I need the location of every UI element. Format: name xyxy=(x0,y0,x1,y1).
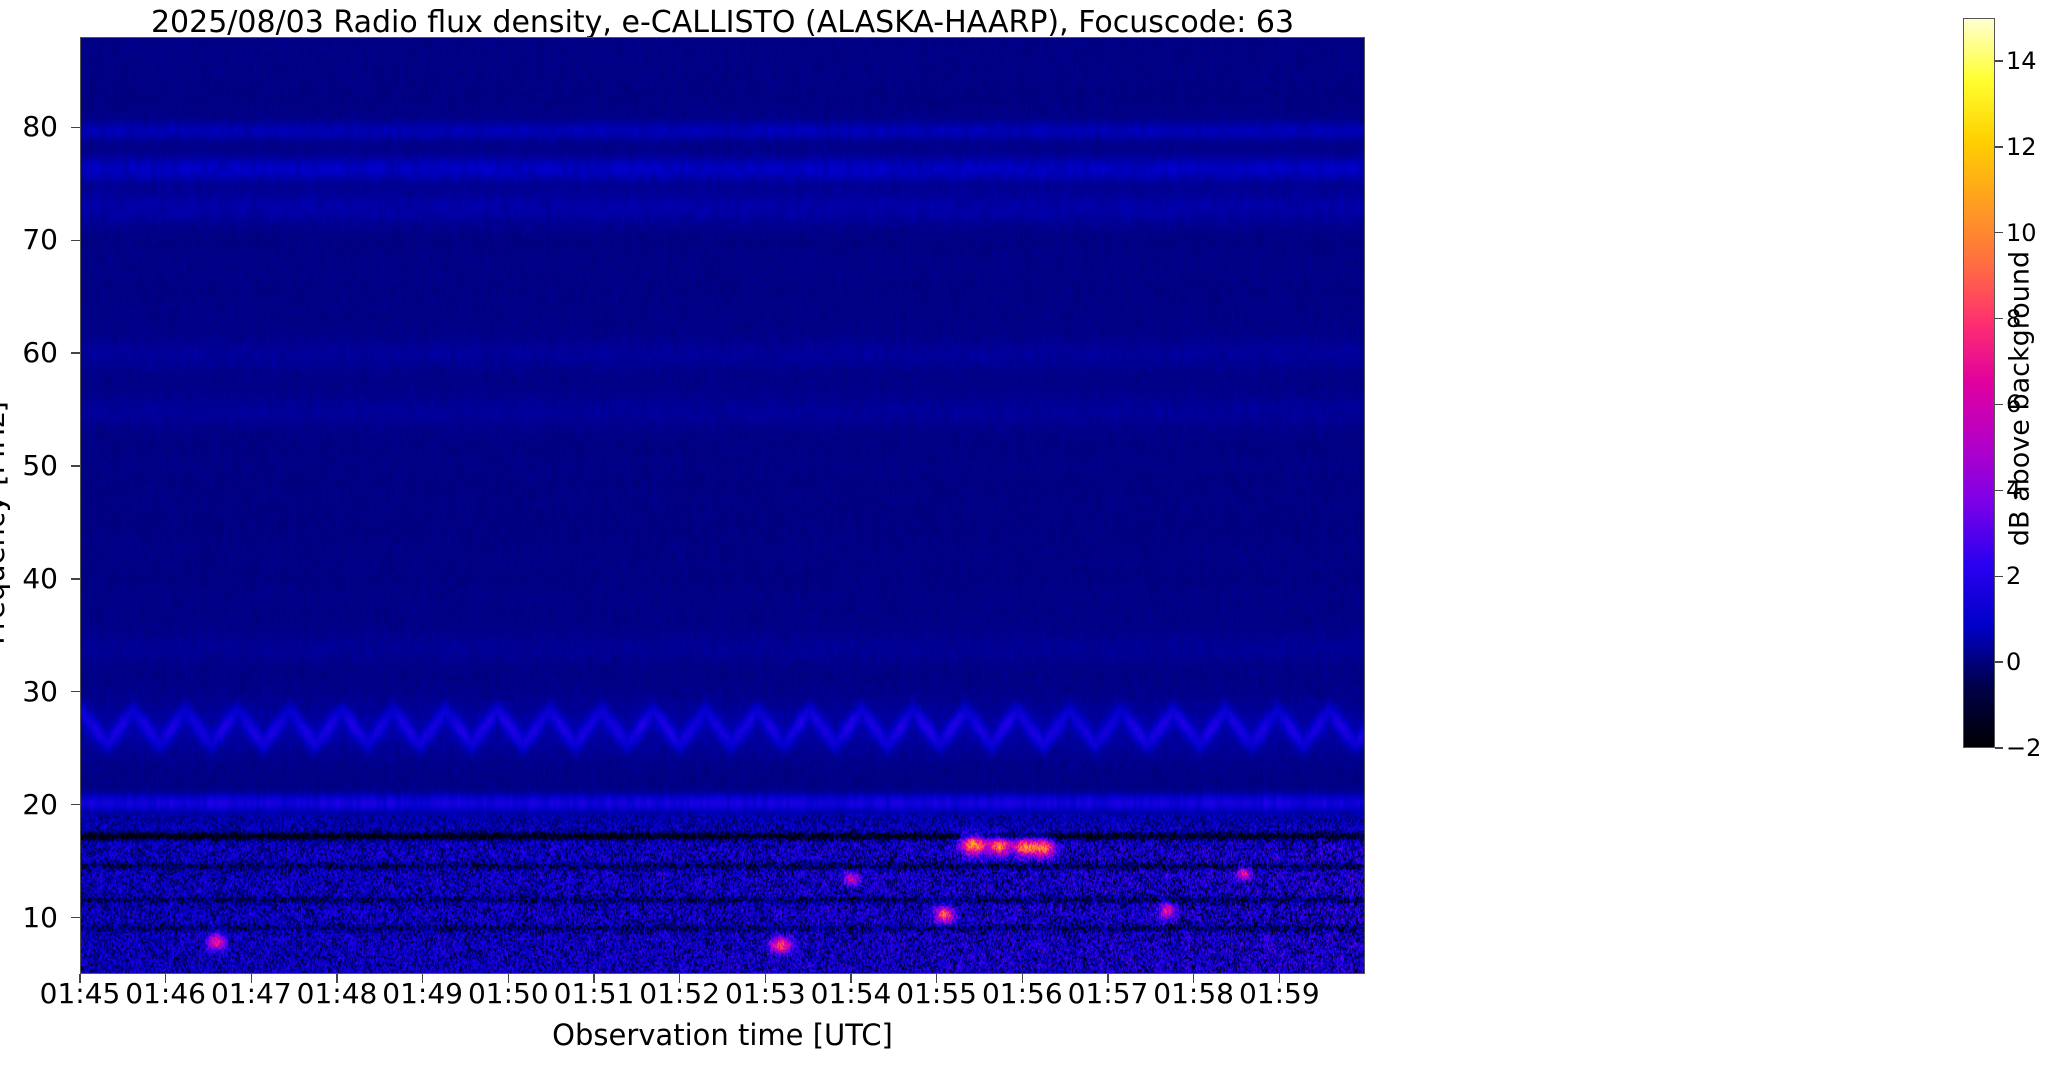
colorbar-label: dB above background xyxy=(2004,250,2036,547)
x-tick-label: 01:53 xyxy=(724,977,806,1010)
spectrogram-axes[interactable] xyxy=(80,37,1365,974)
colorbar-axes[interactable] xyxy=(1963,18,1995,748)
x-tick-label: 01:50 xyxy=(467,977,549,1010)
x-tick-label: 01:52 xyxy=(639,977,720,1010)
x-tick-label: 01:56 xyxy=(981,977,1063,1010)
x-tick-mark xyxy=(593,974,595,983)
y-tick-label: 20 xyxy=(22,787,58,821)
y-tick-mark xyxy=(71,239,80,241)
colorbar-tick-label: −2 xyxy=(2006,734,2042,762)
y-tick-label: 50 xyxy=(22,448,58,482)
colorbar-tick-mark xyxy=(1995,317,2003,320)
colorbar-tick-label: 6 xyxy=(2006,390,2022,419)
x-tick-mark xyxy=(1192,974,1195,983)
y-tick-label: 60 xyxy=(22,336,58,370)
page-title: 2025/08/03 Radio flux density, e-CALLIST… xyxy=(150,5,1295,40)
x-tick-mark xyxy=(1021,974,1024,983)
x-tick-mark xyxy=(764,974,767,983)
colorbar-tick-label: 2 xyxy=(2006,562,2022,591)
x-tick-label: 01:51 xyxy=(553,977,635,1010)
x-tick-label: 01:59 xyxy=(1238,977,1320,1010)
y-tick-mark xyxy=(71,916,80,919)
x-axis-label: Observation time [UTC] xyxy=(552,1018,893,1052)
colorbar-tick-mark xyxy=(1995,403,2003,406)
y-tick-label: 10 xyxy=(22,900,58,934)
colorbar-tick-label: 0 xyxy=(2006,648,2022,677)
x-tick-label: 01:46 xyxy=(125,977,206,1010)
x-tick-mark xyxy=(250,974,253,983)
y-tick-label: 30 xyxy=(22,674,58,708)
colorbar-tick-mark xyxy=(1995,661,2003,663)
x-tick-label: 01:58 xyxy=(1153,977,1234,1010)
x-tick-label: 01:45 xyxy=(39,977,121,1010)
x-tick-mark xyxy=(935,974,938,983)
x-tick-mark xyxy=(1278,974,1281,983)
x-tick-mark xyxy=(79,974,81,983)
x-tick-label: 01:49 xyxy=(382,977,463,1010)
colorbar-tick-mark xyxy=(1995,747,2003,749)
x-tick-mark xyxy=(850,974,852,983)
colorbar-tick-mark xyxy=(1995,575,2003,577)
colorbar-tick-label: 4 xyxy=(2006,476,2022,505)
y-tick-mark xyxy=(71,803,80,806)
y-tick-label: 70 xyxy=(22,223,58,257)
x-tick-label: 01:57 xyxy=(1067,977,1149,1010)
x-tick-mark xyxy=(421,974,424,983)
y-tick-label: 80 xyxy=(22,110,58,144)
colorbar-tick-mark xyxy=(1995,232,2003,234)
colorbar-tick-label: 12 xyxy=(2006,132,2037,161)
colorbar-tick-mark xyxy=(1995,60,2003,62)
x-tick-label: 01:48 xyxy=(296,977,378,1010)
x-tick-mark xyxy=(507,974,510,983)
colorbar-tick-label: 14 xyxy=(2006,46,2037,75)
colorbar-tick-label: 8 xyxy=(2006,304,2022,333)
x-tick-mark xyxy=(336,974,338,983)
y-tick-mark xyxy=(71,465,80,467)
y-tick-mark xyxy=(71,352,80,354)
y-tick-mark xyxy=(71,691,80,693)
x-tick-label: 01:54 xyxy=(810,977,892,1010)
x-tick-label: 01:47 xyxy=(210,977,292,1010)
x-tick-label: 01:55 xyxy=(896,977,977,1010)
y-tick-label: 40 xyxy=(22,561,58,595)
colorbar-tick-mark xyxy=(1995,146,2003,148)
y-tick-mark xyxy=(71,126,80,128)
colorbar-tick-label: 10 xyxy=(2006,218,2037,247)
colorbar-tick-mark xyxy=(1995,489,2003,492)
x-tick-mark xyxy=(164,974,167,983)
colorbar-gradient xyxy=(1964,19,1994,747)
y-tick-mark xyxy=(71,578,80,580)
x-tick-mark xyxy=(678,974,681,983)
x-tick-mark xyxy=(1107,974,1109,983)
spectrogram-image xyxy=(81,38,1364,973)
